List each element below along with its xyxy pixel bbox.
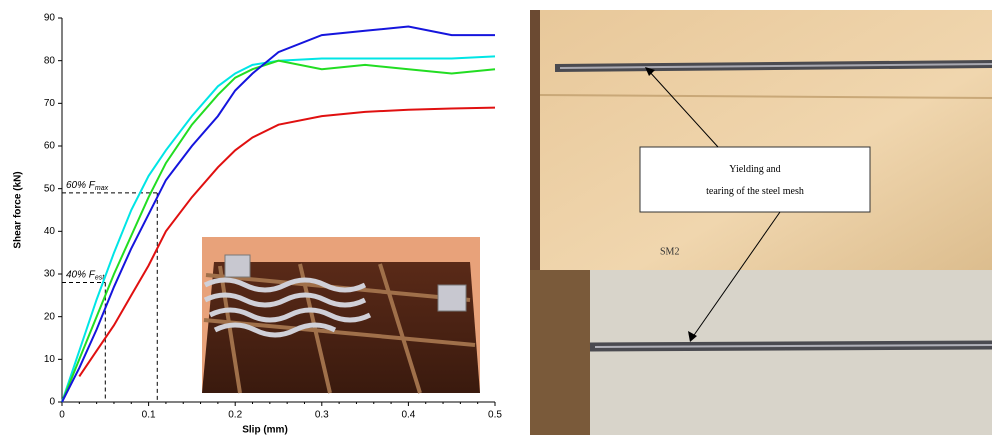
- y-tick-label: 50: [44, 183, 56, 194]
- y-axis-label: Shear force (kN): [13, 171, 24, 248]
- y-tick-label: 20: [44, 311, 56, 322]
- y-tick-label: 60: [44, 141, 56, 152]
- x-tick-label: 0.1: [142, 410, 156, 421]
- x-tick-label: 0.2: [228, 410, 242, 421]
- y-tick-label: 30: [44, 269, 56, 280]
- y-tick-label: 40: [44, 226, 56, 237]
- y-tick-label: 70: [44, 98, 56, 109]
- x-tick-label: 0.5: [488, 410, 502, 421]
- specimen-marking: SM2: [660, 246, 679, 257]
- y-tick-label: 90: [44, 13, 56, 24]
- reference-label: 60% Fmax: [66, 180, 109, 192]
- reference-label: 40% Fest: [66, 269, 105, 281]
- reference-label-text: 40% F: [66, 269, 96, 280]
- inset-photo: [202, 237, 480, 393]
- x-tick-label: 0.3: [315, 410, 329, 421]
- y-tick-label: 80: [44, 55, 56, 66]
- figure: SM2 Yielding andtearing of the steel mes…: [0, 0, 992, 435]
- y-tick-label: 0: [49, 397, 55, 408]
- x-tick-label: 0: [59, 410, 65, 421]
- page: SM2 Yielding andtearing of the steel mes…: [0, 0, 992, 435]
- reference-label-subscript: max: [95, 185, 109, 192]
- y-tick-label: 10: [44, 354, 56, 365]
- x-axis-label: Slip (mm): [242, 425, 288, 435]
- reference-label-text: 60% F: [66, 180, 96, 191]
- x-tick-label: 0.4: [401, 410, 415, 421]
